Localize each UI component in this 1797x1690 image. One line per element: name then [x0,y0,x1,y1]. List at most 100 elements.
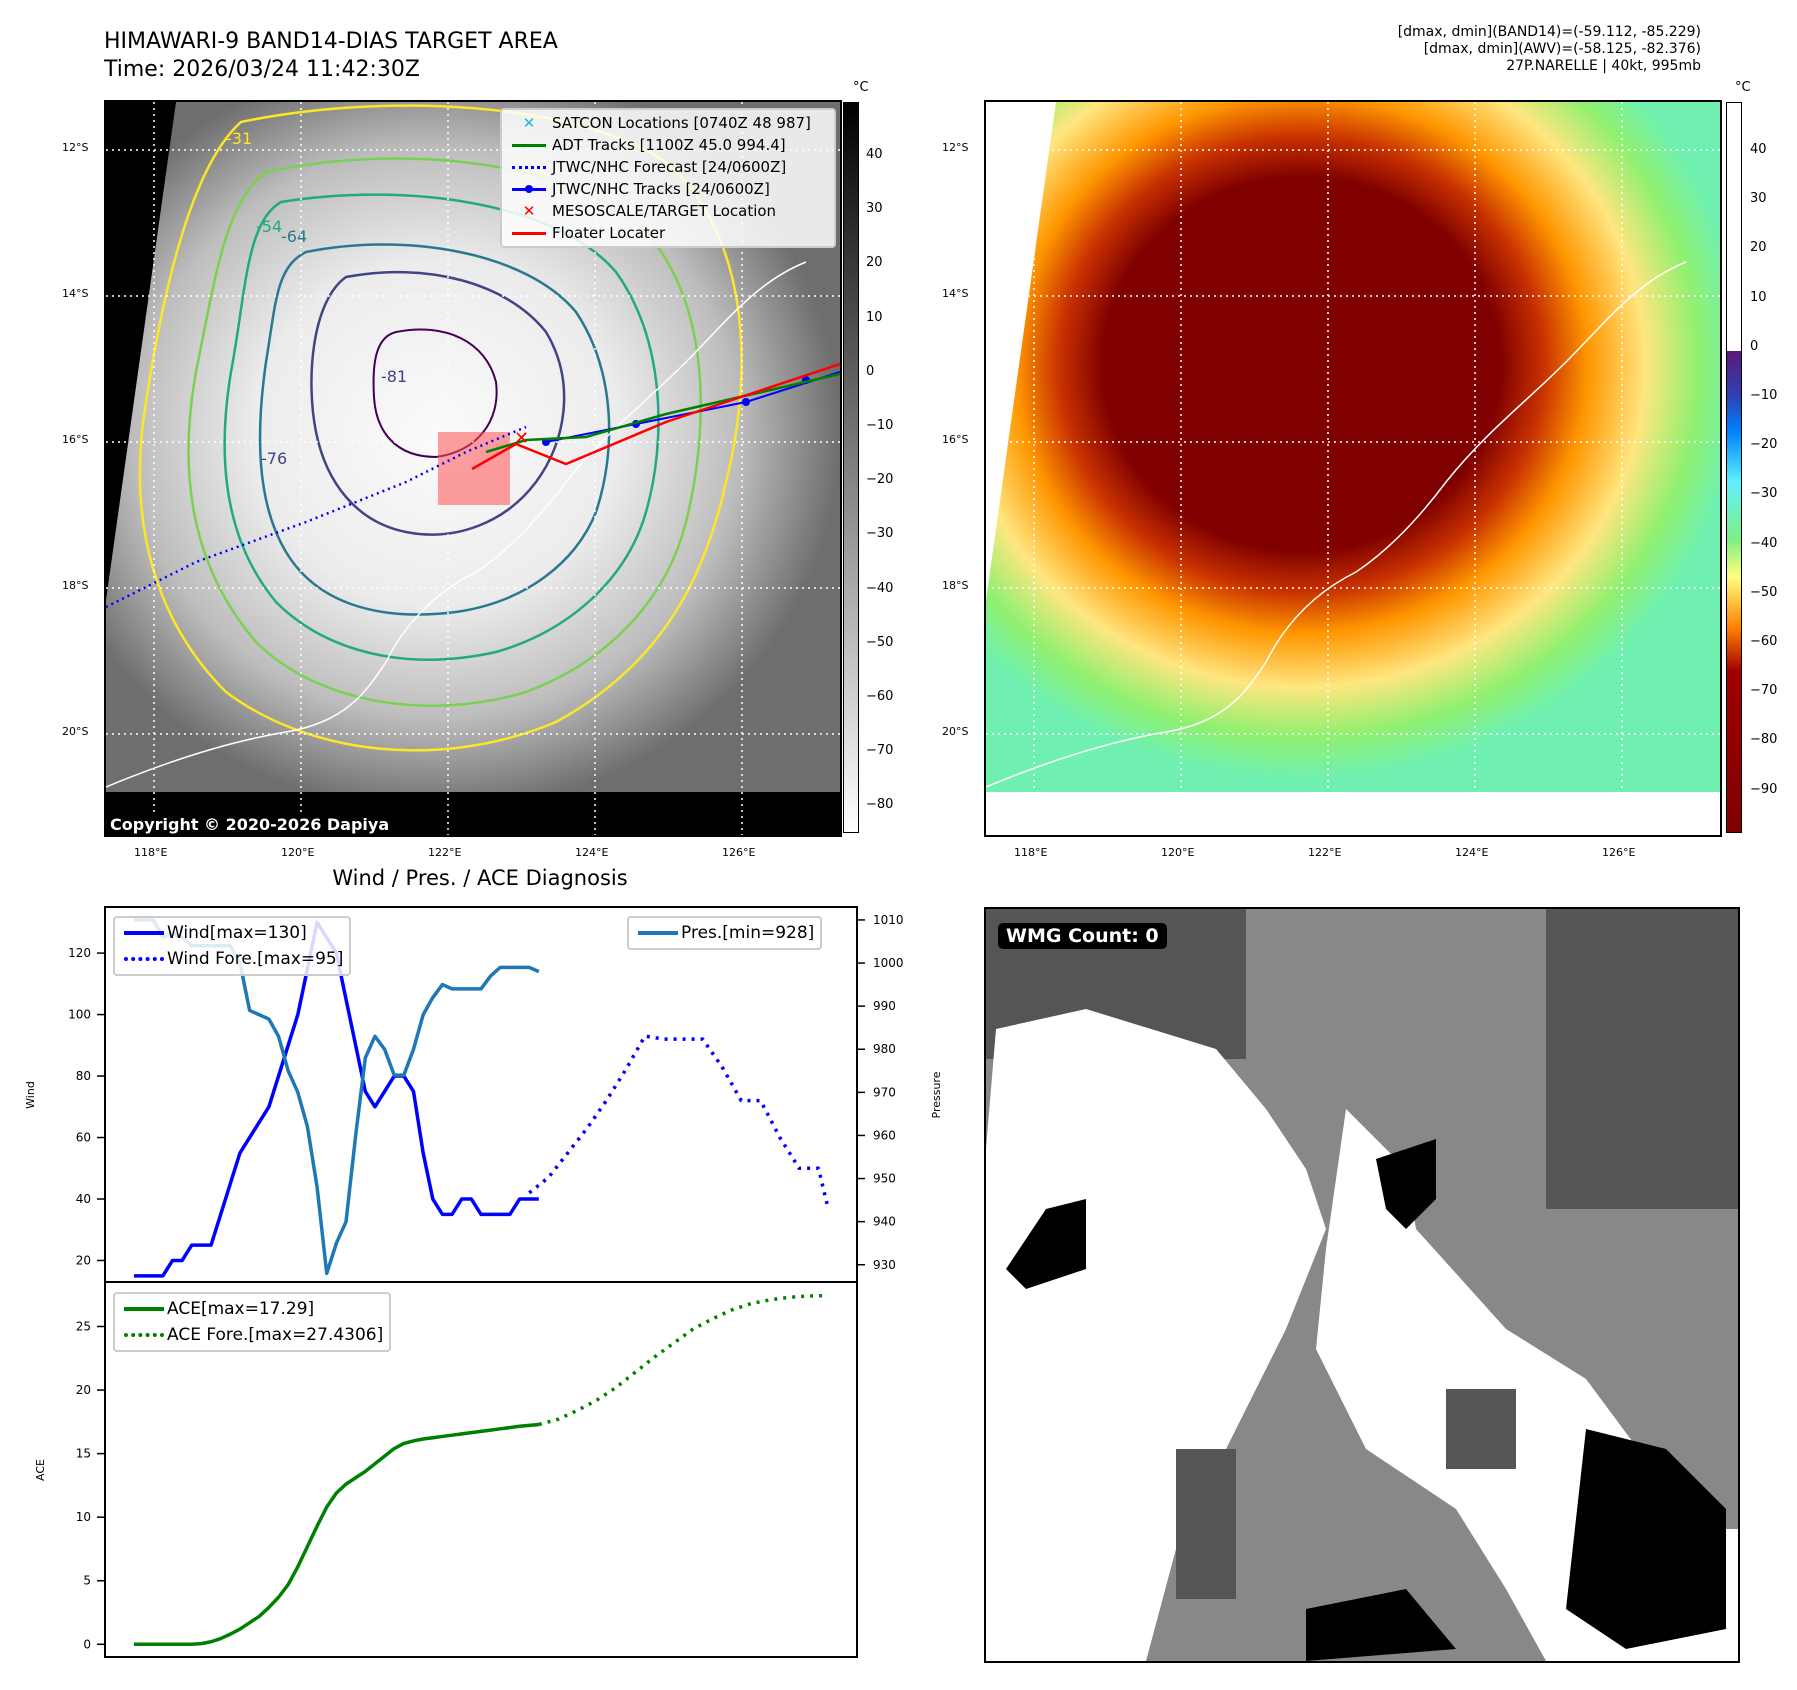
colorbar-tick-label: −10 [866,418,894,433]
pressure-ytick-label: 930 [873,1258,896,1272]
wmg-region-black [1006,1199,1086,1289]
lon-tick-label: 124°E [1455,846,1489,859]
figure-title: HIMAWARI-9 BAND14-DIAS TARGET AREA Time:… [104,28,558,84]
colorbar-tick-label: −70 [1750,683,1778,699]
lat-tick-label: 18°S [62,579,89,592]
info-storm: 27P.NARELLE | 40kt, 995mb [1506,58,1701,74]
colorbar-tick-label: −40 [866,580,894,596]
contour-label: -64 [281,227,307,246]
colorbar-tick-label: 20 [866,255,883,271]
colorbar-tick-label: −20 [1750,437,1778,453]
line-dot-icon [506,184,552,193]
wmg-count-label: WMG Count: 0 [998,923,1167,949]
contour-label: -54 [256,217,282,236]
ace-axis-label: ACE [34,1459,47,1481]
solid-line-icon [635,931,681,935]
colorbar-tick-label: −80 [1750,732,1778,748]
colorbar-tick-label: 40 [1750,142,1767,157]
band14-map: -31 -54 -64 -76 -81 ✕ [106,102,840,835]
ace-legend: ACE[max=17.29] ACE Fore.[max=27.4306] [113,1292,392,1352]
pressure-legend: Pres.[min=928] [627,916,823,950]
lon-tick-label: 118°E [1014,846,1048,859]
pressure-ytick-label: 990 [873,999,896,1013]
ace-ytick-label: 5 [83,1574,91,1588]
legend-item-pressure: Pres.[min=928] [635,920,814,946]
lat-tick-label: 16°S [942,433,969,446]
legend-item-satcon: ✕ SATCON Locations [0740Z 48 987] [506,112,830,134]
wmg-map [986,909,1738,1661]
lon-tick-label: 124°E [575,846,609,859]
legend-item-wind: Wind[max=130] [121,920,343,946]
colorbar-tick-label: 30 [866,201,883,217]
colorbar-tick-label: −50 [866,634,894,650]
awv-map [986,102,1720,835]
solid-line-icon [121,931,167,935]
lat-tick-label: 12°S [62,141,89,154]
lat-tick-label: 20°S [62,725,89,738]
legend-item-floater: Floater Locater [506,222,830,244]
contour-label: -31 [226,129,252,148]
wind-ytick-label: 40 [76,1192,91,1206]
x-marker-icon: ✕ [522,114,536,132]
map-gridlines [986,102,1720,835]
lon-tick-label: 122°E [1308,846,1342,859]
stats-info: [dmax, dmin](BAND14)=(-59.112, -85.229) … [1398,24,1701,75]
pressure-ytick-label: 960 [873,1128,896,1142]
lat-tick-label: 14°S [62,287,89,300]
colorbar-tick-label: −20 [866,472,894,488]
ace-forecast-line [538,1293,829,1427]
wind-forecast-line [528,1034,830,1209]
pressure-ytick-label: 940 [873,1215,896,1229]
pressure-axis-label: Pressure [930,1071,943,1118]
red-line-icon [506,231,552,235]
adt-track [485,372,840,454]
title-line-2: Time: 2026/03/24 11:42:30Z [104,57,420,82]
info-band14: [dmax, dmin](BAND14)=(-59.112, -85.229) [1397,24,1701,40]
dotted-line-icon [121,957,167,961]
lon-tick-label: 120°E [281,846,315,859]
wind-ytick-label: 80 [76,1069,91,1083]
floater-track [471,362,840,471]
coastline [106,261,807,788]
ace-ytick-label: 0 [83,1637,91,1651]
wind-axis-label: Wind [24,1081,37,1109]
colorbar-tick-label: −90 [1750,781,1778,797]
colorbar-tick-label: −70 [866,743,894,759]
awv-map-panel [984,100,1722,837]
colorbar-tick-label: −30 [1750,486,1778,502]
wind-ytick-label: 100 [68,1008,91,1022]
coastline [986,261,1687,788]
lat-tick-label: 18°S [942,579,969,592]
contour-neg76 [310,270,566,536]
lat-tick-label: 16°S [62,433,89,446]
lon-tick-label: 118°E [134,846,168,859]
diagnosis-chart: 2040608010012093094095096097098099010001… [24,906,943,1658]
contour-label: -76 [261,449,287,468]
wind-ytick-label: 20 [76,1253,91,1267]
lon-tick-label: 126°E [1602,846,1636,859]
colorbar-tick-label: 20 [1750,240,1767,256]
colorbar-unit: °C [1735,80,1751,95]
pressure-ytick-label: 950 [873,1172,896,1186]
jet-colorbar [1726,102,1742,833]
ace-line [133,1422,540,1647]
contour-label: -81 [381,367,407,386]
legend-item-adt: ADT Tracks [1100Z 45.0 994.4] [506,134,830,156]
colorbar-unit: °C [853,80,869,95]
legend-item-forecast: JTWC/NHC Forecast [24/0600Z] [506,156,830,178]
dotted-line-icon [506,165,552,169]
colorbar-tick-label: 0 [1750,338,1759,354]
jtwc-forecast-track [106,425,527,609]
wmg-region-black [1566,1429,1726,1649]
pressure-ytick-label: 970 [873,1085,896,1099]
lon-tick-label: 120°E [1161,846,1195,859]
copyright-label: Copyright © 2020-2026 Dapiya [106,813,394,835]
wmg-region-black [1306,1589,1456,1661]
solid-line-icon [121,1307,167,1311]
wind-ytick-label: 60 [76,1131,91,1145]
lon-tick-label: 122°E [428,846,462,859]
wind-legend: Wind[max=130] Wind Fore.[max=95] [113,916,352,976]
colorbar-tick-label: 30 [1750,191,1767,207]
colorbar-tick-label: 10 [866,309,883,325]
legend-item-wind-forecast: Wind Fore.[max=95] [121,946,343,972]
